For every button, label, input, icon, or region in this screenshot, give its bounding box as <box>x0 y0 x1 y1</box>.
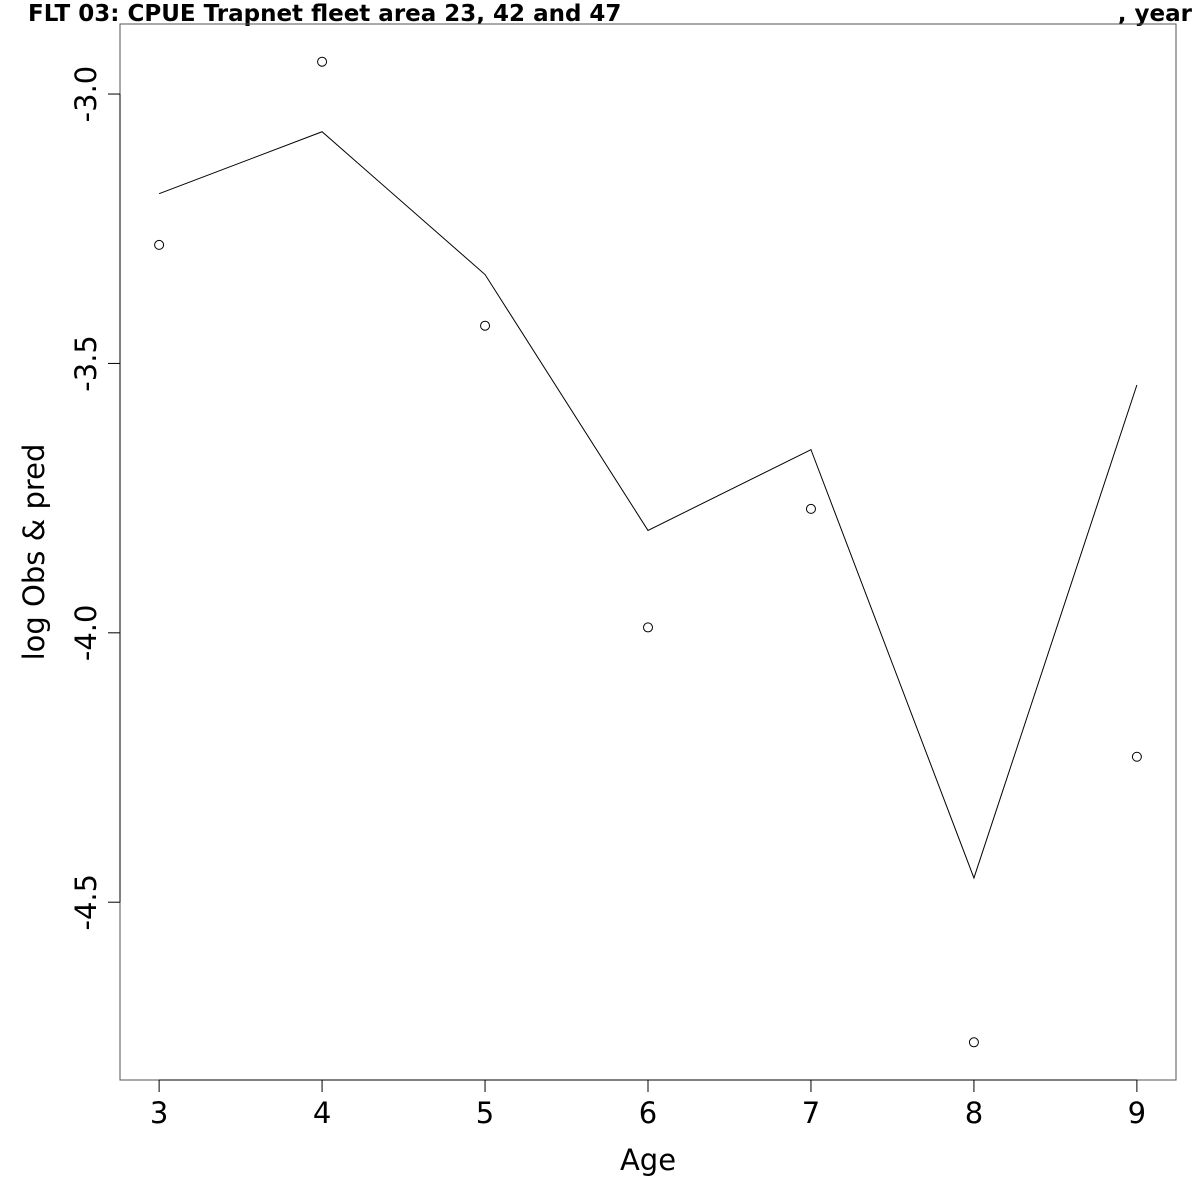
observed-point-age-6 <box>643 622 653 633</box>
x-axis: 3 4 5 6 7 8 9 <box>150 1079 1146 1130</box>
y-tick-label--4.5: -4.5 <box>69 874 103 931</box>
observed-point-age-4 <box>317 56 328 67</box>
y-tick-label--4.0: -4.0 <box>69 605 103 662</box>
observed-point-age-5 <box>480 320 491 331</box>
observed-point-age-7 <box>805 503 816 514</box>
x-tick-label-9: 9 <box>1128 1096 1146 1130</box>
predicted-line <box>158 131 1138 880</box>
observed-point-age-8 <box>968 1037 979 1048</box>
y-tick-label--3.5: -3.5 <box>69 335 103 392</box>
series-layer <box>154 56 1142 1048</box>
chart-title: FLT 03: CPUE Trapnet fleet area 23, 42 a… <box>28 1 621 27</box>
observed-point-age-3 <box>154 239 165 250</box>
x-tick-label-6: 6 <box>639 1096 657 1130</box>
y-axis-label: log Obs & pred <box>17 444 51 661</box>
x-tick-label-8: 8 <box>965 1096 983 1130</box>
y-tick-label--3.0: -3.0 <box>69 66 103 123</box>
x-tick-label-4: 4 <box>313 1096 331 1130</box>
x-tick-label-5: 5 <box>476 1096 494 1130</box>
x-axis-label: Age <box>620 1143 676 1177</box>
observed-point-age-9 <box>1131 751 1142 762</box>
chart-title-suffix: , year <box>1118 1 1193 27</box>
x-tick-label-7: 7 <box>802 1096 820 1130</box>
x-tick-label-3: 3 <box>150 1096 168 1130</box>
y-axis: -3.0 -3.5 -4.0 -4.5 <box>69 66 121 931</box>
